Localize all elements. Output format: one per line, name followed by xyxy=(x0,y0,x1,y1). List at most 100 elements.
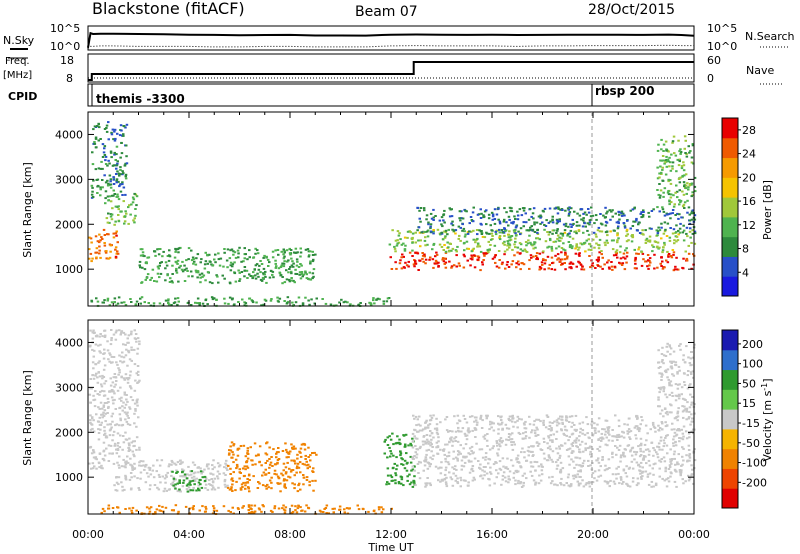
power-cell-3 xyxy=(194,269,198,272)
power-cell-3 xyxy=(139,266,142,269)
power-cell-3 xyxy=(180,268,184,271)
velocity-cell-5 xyxy=(652,454,655,457)
velocity-cell-5 xyxy=(516,482,520,485)
velocity-cell-5 xyxy=(687,449,691,451)
power-cell-3 xyxy=(283,255,286,258)
velocity-cell-3 xyxy=(304,454,307,457)
power-cell-7 xyxy=(110,301,114,304)
power-cell-1 xyxy=(107,212,110,215)
power-cell-3 xyxy=(178,266,181,269)
velocity-cell-2 xyxy=(183,473,187,476)
power-cell-6 xyxy=(675,224,678,227)
velocity-cell-5 xyxy=(639,447,642,450)
velocity-cell-5 xyxy=(484,458,487,461)
power-cell-5 xyxy=(418,231,422,234)
power-cell-6 xyxy=(444,229,448,232)
power-cell-6 xyxy=(556,221,560,224)
power-cell-6 xyxy=(434,215,437,217)
velocity-cell-5 xyxy=(645,462,648,465)
power-cell-6 xyxy=(599,213,602,215)
velocity-cell-1 xyxy=(195,477,198,480)
velocity-cell-5 xyxy=(424,442,427,445)
velocity-cell-5 xyxy=(523,472,526,475)
power-cell-7 xyxy=(213,297,216,300)
velocity-cell-6 xyxy=(271,511,274,513)
power-cell-4 xyxy=(433,262,436,265)
power-cell-6 xyxy=(471,211,475,214)
power-cell-4 xyxy=(625,261,628,264)
power-cell-4 xyxy=(569,261,573,264)
power-cell-7 xyxy=(283,300,286,302)
velocity-cell-5 xyxy=(517,479,520,482)
velocity-cell-5 xyxy=(571,444,574,447)
power-cell-3 xyxy=(237,252,240,255)
power-cell-7 xyxy=(139,297,142,300)
velocity-cell-0 xyxy=(100,466,103,469)
velocity-cell-0 xyxy=(103,426,106,429)
velocity-cell-5 xyxy=(635,484,639,487)
power-cell-8 xyxy=(678,158,681,161)
velocity-cell-0 xyxy=(88,345,92,348)
velocity-cell-5 xyxy=(484,466,487,468)
velocity-cell-0 xyxy=(98,407,101,410)
power-cell-8 xyxy=(687,145,690,148)
power-cell-3 xyxy=(300,271,304,273)
power-cell-1 xyxy=(109,200,113,203)
velocity-cell-5 xyxy=(556,421,559,424)
velocity-cell-5 xyxy=(415,453,419,456)
velocity-cell-1 xyxy=(117,483,120,486)
velocity-cell-5 xyxy=(672,438,675,441)
velocity-cell-0 xyxy=(94,456,98,459)
velocity-cell-5 xyxy=(484,452,488,455)
power-cell-2 xyxy=(91,163,95,166)
velocity-cell-3 xyxy=(275,456,278,459)
power-cell-5 xyxy=(491,235,494,237)
power-cell-3 xyxy=(309,260,312,263)
velocity-cell-4 xyxy=(408,483,412,486)
power-cell-5 xyxy=(503,240,506,243)
velocity-cell-0 xyxy=(106,340,109,343)
velocity-cell-0 xyxy=(124,418,127,421)
velocity-cell-3 xyxy=(258,460,261,463)
power-cell-4 xyxy=(458,264,461,267)
power-cell-1 xyxy=(106,195,110,198)
ytick-label: 2000 xyxy=(55,426,83,439)
power-cell-4 xyxy=(402,255,405,258)
velocity-cell-5 xyxy=(682,416,685,419)
velocity-cell-3 xyxy=(239,487,243,490)
power-cell-4 xyxy=(612,254,616,257)
velocity-cell-5 xyxy=(537,465,541,468)
power-cell-2 xyxy=(121,173,124,176)
power-cell-5 xyxy=(513,243,516,246)
power-cell-7 xyxy=(166,299,170,302)
velocity-cell-5 xyxy=(482,466,486,468)
power-cell-6 xyxy=(671,212,674,215)
velocity-cell-6 xyxy=(282,508,286,511)
power-cell-4 xyxy=(535,252,539,255)
velocity-cell-5 xyxy=(556,452,560,455)
velocity-cell-5 xyxy=(573,424,576,426)
power-cell-5 xyxy=(439,233,442,236)
power-cell-0 xyxy=(98,241,101,244)
power-cell-7 xyxy=(147,302,150,304)
velocity-cell-5 xyxy=(488,484,492,487)
power-cell-2 xyxy=(104,181,108,184)
power-cell-5 xyxy=(523,248,527,251)
power-cell-3 xyxy=(292,265,295,268)
power-cell-8 xyxy=(671,161,675,164)
velocity-cell-3 xyxy=(234,458,238,461)
velocity-cell-2 xyxy=(178,482,182,484)
velocity-cell-5 xyxy=(675,416,678,418)
power-cell-1 xyxy=(134,208,137,210)
velocity-cell-5 xyxy=(411,440,415,443)
velocity-cell-5 xyxy=(411,456,414,459)
velocity-cell-0 xyxy=(102,414,106,417)
velocity-cell-1 xyxy=(139,460,142,463)
power-cell-4 xyxy=(421,254,425,257)
velocity-cell-5 xyxy=(613,435,616,438)
velocity-cell-1 xyxy=(123,488,126,491)
velocity-cell-5 xyxy=(581,432,584,435)
power-cell-2 xyxy=(121,194,124,196)
velocity-cell-5 xyxy=(579,470,582,473)
velocity-cell-0 xyxy=(126,411,129,414)
